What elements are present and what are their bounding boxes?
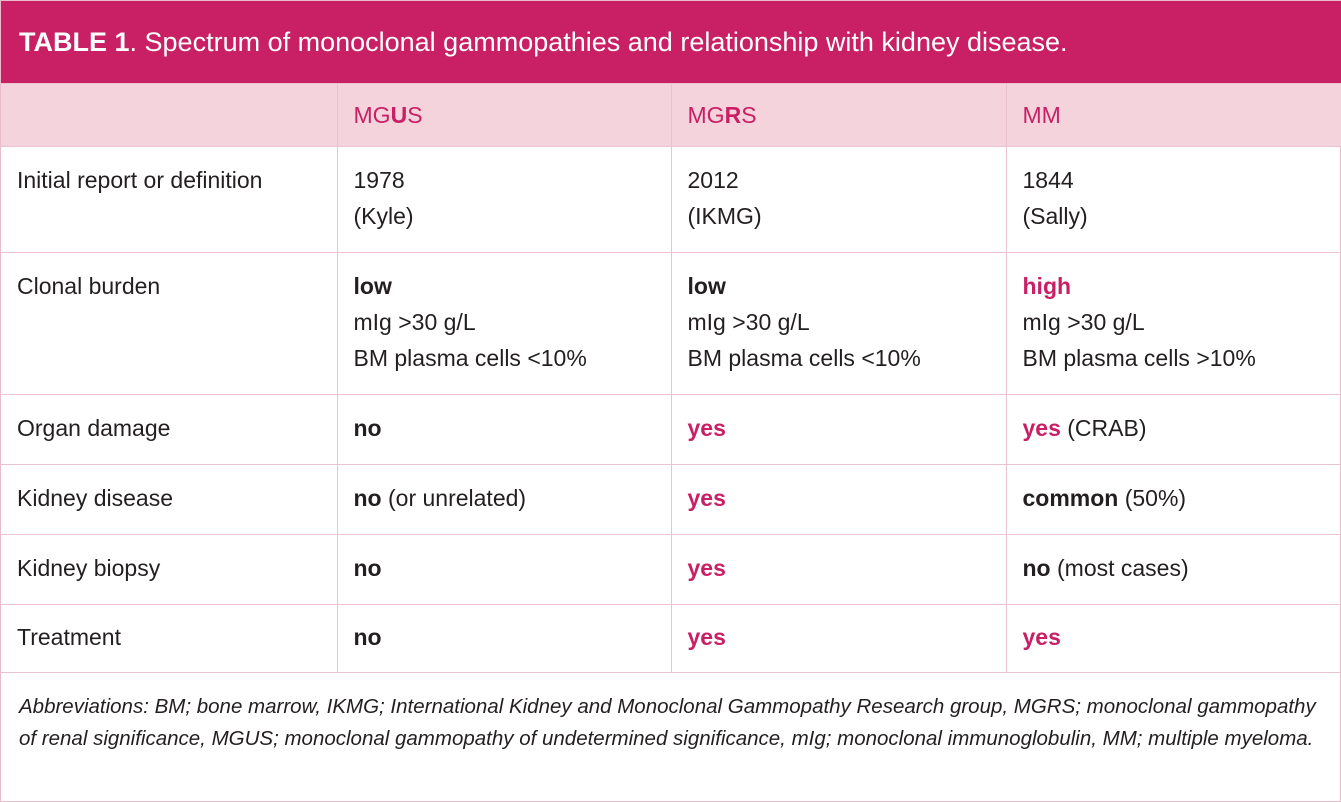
cell-mm-organ: yes (CRAB)	[1005, 394, 1341, 465]
comparison-table: MGUS MGRS MM Initial report or definitio…	[1, 83, 1341, 673]
cell-mm-treatment: yes	[1005, 604, 1341, 673]
row-label: Kidney biopsy	[1, 534, 338, 605]
table-row-kidney-biopsy: Kidney biopsy no yes no (most cases)	[1, 534, 1341, 605]
table-number: TABLE 1	[19, 27, 130, 57]
table-row-kidney-disease: Kidney disease no (or unrelated) yes com…	[1, 464, 1341, 535]
cell-mgrs-biopsy: yes	[670, 534, 1007, 605]
row-label: Kidney disease	[1, 464, 338, 535]
cell-mgrs-initial: 2012 (IKMG)	[670, 146, 1007, 253]
cell-mgrs-kidney: yes	[670, 464, 1007, 535]
cell-mm-kidney: common (50%)	[1005, 464, 1341, 535]
cell-mm-clonal: high mIg >30 g/L BM plasma cells >10%	[1005, 252, 1341, 395]
cell-mgus-organ: no	[336, 394, 672, 465]
table-title-separator: .	[129, 27, 145, 57]
row-label: Treatment	[1, 604, 338, 673]
cell-mgus-clonal: low mIg >30 g/L BM plasma cells <10%	[336, 252, 672, 395]
header-empty-cell	[1, 83, 338, 147]
table-row-initial-report: Initial report or definition 1978 (Kyle) …	[1, 146, 1341, 253]
cell-mgus-kidney: no (or unrelated)	[336, 464, 672, 535]
cell-mgrs-organ: yes	[670, 394, 1007, 465]
row-label: Initial report or definition	[1, 146, 338, 253]
cell-mm-initial: 1844 (Sally)	[1005, 146, 1341, 253]
table-row-treatment: Treatment no yes yes	[1, 604, 1341, 673]
cell-mgus-initial: 1978 (Kyle)	[336, 146, 672, 253]
header-mgrs: MGRS	[670, 83, 1007, 147]
table-title: Spectrum of monoclonal gammopathies and …	[144, 27, 1068, 57]
cell-mgus-treatment: no	[336, 604, 672, 673]
row-label: Organ damage	[1, 394, 338, 465]
header-mm: MM	[1005, 83, 1341, 147]
table-row-organ-damage: Organ damage no yes yes (CRAB)	[1, 394, 1341, 465]
cell-mgus-biopsy: no	[336, 534, 672, 605]
cell-mgrs-clonal: low mIg >30 g/L BM plasma cells <10%	[670, 252, 1007, 395]
table-title-bar: TABLE 1. Spectrum of monoclonal gammopat…	[1, 1, 1341, 83]
header-mgus: MGUS	[336, 83, 672, 147]
cell-mm-biopsy: no (most cases)	[1005, 534, 1341, 605]
cell-mgrs-treatment: yes	[670, 604, 1007, 673]
abbreviations-footnote: Abbreviations: BM; bone marrow, IKMG; In…	[19, 695, 1316, 750]
row-label: Clonal burden	[1, 252, 338, 395]
table-row-clonal-burden: Clonal burden low mIg >30 g/L BM plasma ce…	[1, 252, 1341, 395]
table-header-row: MGUS MGRS MM	[1, 83, 1341, 147]
